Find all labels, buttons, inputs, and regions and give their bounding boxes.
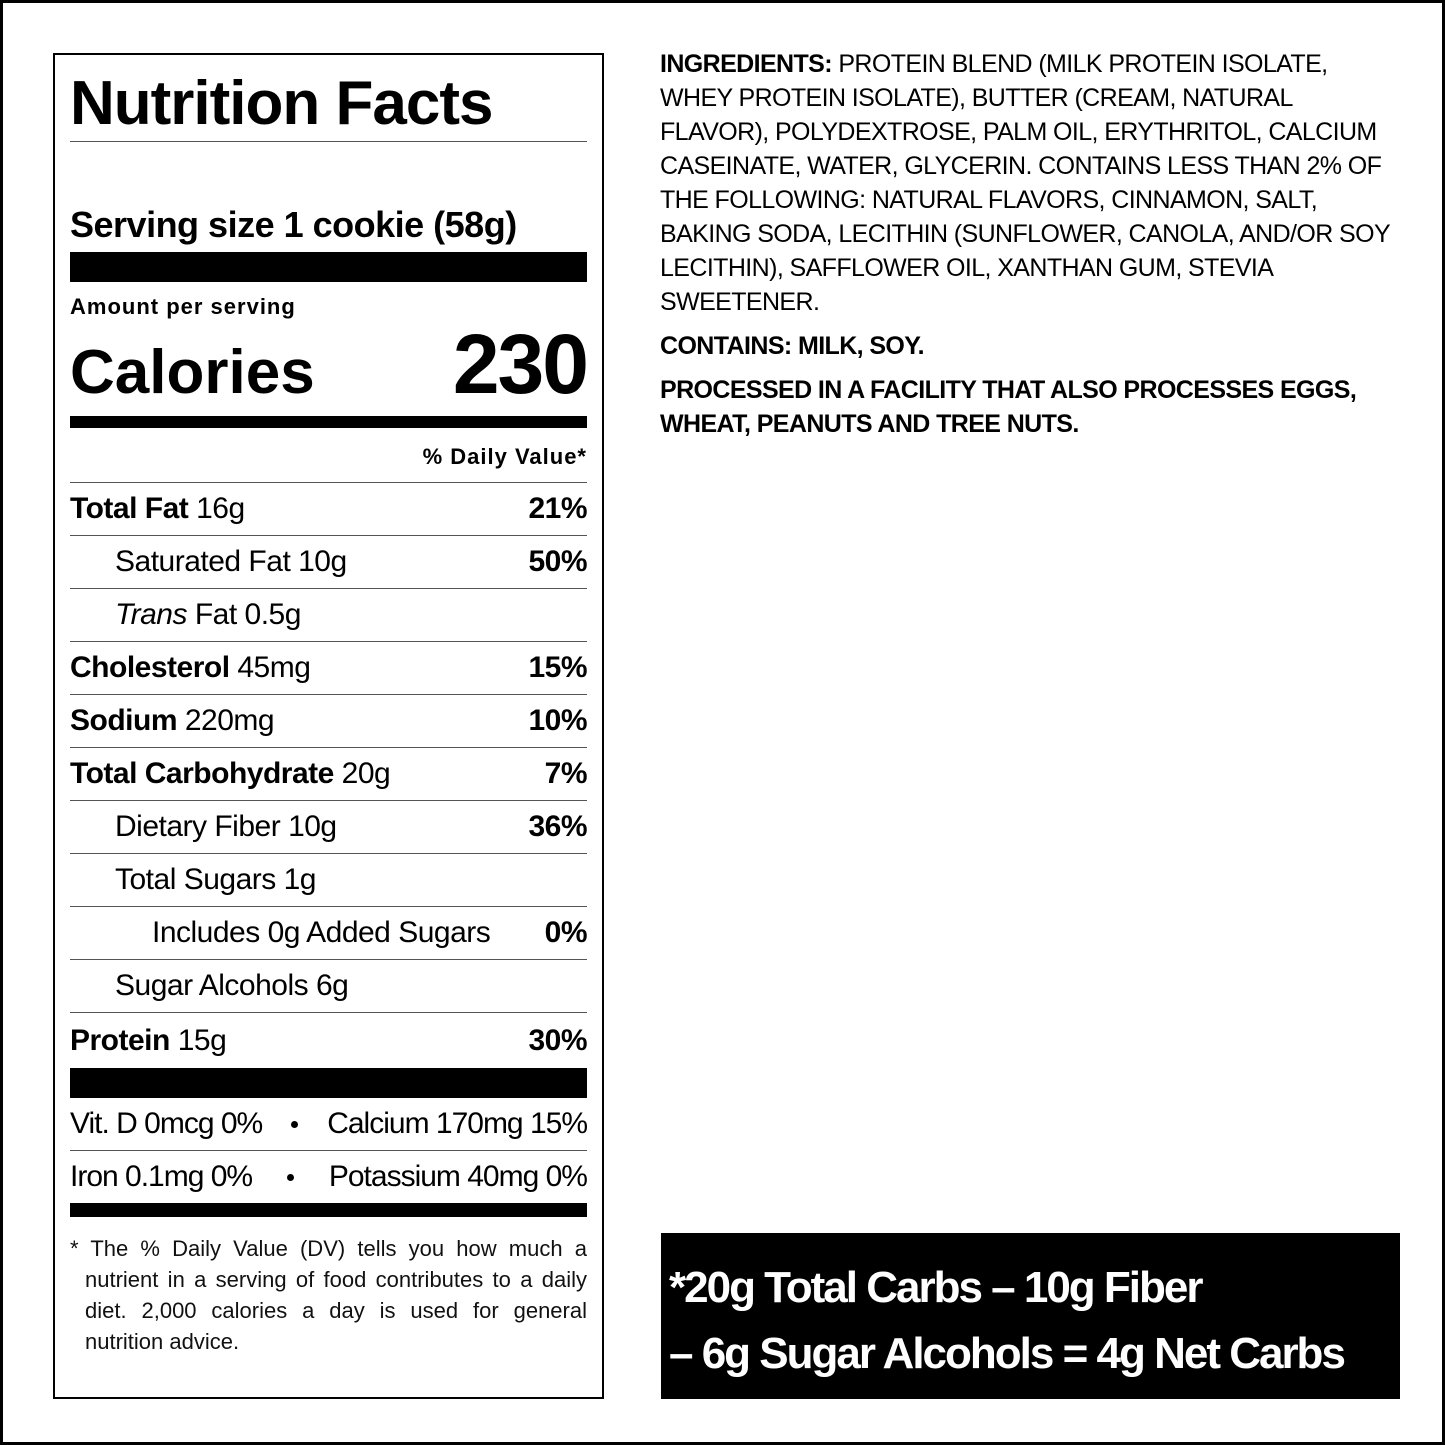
nutrient-amount: 6g [315,969,349,1002]
daily-value: 0% [544,916,588,949]
nutrient-name: Total Carbohydrate [70,757,334,790]
nutrient-name: Sugar Alcohols [115,969,309,1002]
nutrient-amount: 20g [341,757,391,790]
nutrient-label: Total Fat 16g [70,492,245,526]
nutrient-row: Trans Fat 0.5g [70,589,587,642]
nutrient-name: Total Sugars [115,863,276,896]
nutrient-amount: 10g [288,810,337,843]
nutrient-row: Dietary Fiber 10g 36% [70,801,587,854]
nutrient-label: Cholesterol 45mg [70,651,311,685]
nutrient-amount: 0.5g [244,598,302,631]
vitamin: Vit. D 0mcg 0% [70,1107,263,1140]
nutrient-rows: Total Fat 16g 21% Saturated Fat 10g 50% Tran… [70,483,588,1068]
amount-per-serving: Amount per serving [70,294,296,319]
vitamin-row: Iron 0.1mg 0% Potassium 40mg 0% [70,1150,588,1203]
nutrient-row: Total Carbohydrate 20g 7% [70,748,588,801]
calories-value: 230 [452,317,589,411]
nutrient-name: Cholesterol [70,651,230,684]
nutrient-row: Sodium 220mg 10% [70,695,587,748]
divider [70,416,587,428]
nutrient-label: Includes 0g Added Sugars [70,916,491,950]
nutrient-row: Saturated Fat 10g 50% [70,536,587,589]
nutrient-label: Sodium 220mg [70,704,275,738]
nutrient-amount: 1g [283,863,317,896]
nutrient-row: Includes 0g Added Sugars 0% [70,907,588,960]
nutrient-name: Sodium [70,704,178,737]
daily-value: 7% [544,757,588,790]
nutrient-label: Sugar Alcohols 6g [70,969,349,1003]
allergens: CONTAINS: MILK, SOY. [660,329,1405,363]
nutrient-name: Protein [70,1023,170,1057]
vitamin: Potassium 40mg 0% [328,1160,588,1193]
nutrient-label: Dietary Fiber 10g [70,810,337,844]
daily-value: 15% [528,651,587,684]
nutrient-amount: 45mg [237,651,311,684]
nutrient-row: Protein 15g 30% [70,1013,587,1068]
divider [70,1068,587,1098]
vitamin: Iron 0.1mg 0% [70,1160,253,1193]
nutrient-name: Total Fat [70,492,189,525]
divider [70,252,587,282]
calories-row: Calories 230 [70,317,589,411]
nutrient-label: Total Sugars 1g [70,863,316,897]
title: Nutrition Facts [70,67,587,142]
nutrient-label: Protein 15g [70,1023,227,1058]
net-carbs-line: – 6g Sugar Alcohols = 4g Net Carbs [669,1329,1346,1378]
facility-note: PROCESSED IN A FACILITY THAT ALSO PROCES… [660,373,1405,441]
bullet [286,1173,294,1181]
bullet [291,1120,299,1128]
ingredients-label: INGREDIENTS: [660,50,833,78]
nutrient-name: Includes 0g Added Sugars [152,916,491,949]
daily-value-header: % Daily Value* [70,428,587,483]
nutrition-facts: Nutrition Facts Serving size 1 cookie (5… [53,53,604,1399]
footnote: * The % Daily Value (DV) tells you how m… [70,1236,587,1354]
ingredients: INGREDIENTS: PROTEIN BLEND (MILK PROTEIN… [660,47,1405,451]
nutrient-amount: 10g [298,545,347,578]
vitamins: Vit. D 0mcg 0% Calcium 170mg 15% Iron 0.1m… [70,1098,588,1203]
calories-label: Calories [70,338,315,407]
nutrient-name-italic: Trans [115,598,187,631]
nutrient-row: Total Sugars 1g [70,854,587,907]
nutrient-name: Dietary Fiber [115,810,281,843]
nutrient-row: Cholesterol 45mg 15% [70,642,587,695]
nutrient-amount: 15g [177,1023,227,1057]
net-carbs: *20g Total Carbs – 10g Fiber – 6g Sugar A… [661,1233,1400,1399]
contains: CONTAINS: MILK, SOY. [660,332,925,360]
vitamin-row: Vit. D 0mcg 0% Calcium 170mg 15% [70,1098,588,1150]
daily-value: 50% [528,545,587,578]
vitamin: Calcium 170mg 15% [327,1107,588,1140]
nutrient-label: Trans Fat 0.5g [70,598,301,632]
nutrient-name: Saturated Fat [115,545,291,578]
nutrient-label: Total Carbohydrate 20g [70,757,391,791]
nutrient-row: Sugar Alcohols 6g [70,960,587,1013]
nutrient-name: Fat [194,598,237,631]
nutrient-label: Saturated Fat 10g [70,545,347,579]
daily-value: 30% [528,1023,587,1057]
ingredients-list: INGREDIENTS: PROTEIN BLEND (MILK PROTEIN… [660,47,1405,319]
net-carbs-line: *20g Total Carbs – 10g Fiber [669,1263,1203,1312]
serving-size: Serving size 1 cookie (58g) [70,204,517,245]
daily-value: 36% [528,810,587,843]
daily-value: 21% [528,492,587,525]
facility: PROCESSED IN A FACILITY THAT ALSO PROCES… [660,376,1357,438]
nutrient-amount: 16g [196,492,245,525]
daily-value: 10% [528,704,587,737]
divider [70,1203,587,1217]
nutrient-row: Total Fat 16g 21% [70,483,587,536]
ingredients-text: PROTEIN BLEND (MILK PROTEIN ISOLATE, WHE… [660,50,1390,316]
nutrient-amount: 220mg [184,704,275,737]
